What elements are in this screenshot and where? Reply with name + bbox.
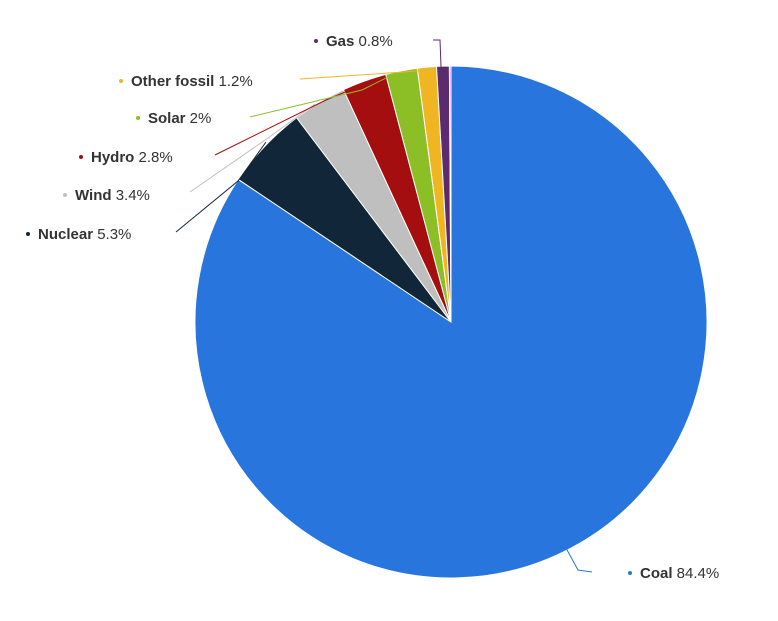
- label-nuclear: Nuclear 5.3%: [26, 226, 131, 243]
- label-name: Solar: [148, 110, 186, 127]
- connector-hydro: [214, 84, 363, 156]
- label-connectors: [175, 39, 593, 573]
- label-value: 0.8%: [354, 33, 392, 50]
- connector-other-fossil: [299, 69, 427, 80]
- label-name: Gas: [326, 33, 354, 50]
- label-name: Hydro: [91, 149, 134, 166]
- pie-slices: [194, 65, 708, 579]
- label-wind: Wind 3.4%: [63, 187, 150, 204]
- label-text: Wind 3.4%: [75, 187, 150, 204]
- label-value: 5.3%: [93, 226, 131, 243]
- connector-coal: [565, 547, 593, 573]
- legend-dot: [628, 571, 632, 575]
- label-text: Solar 2%: [148, 110, 211, 127]
- label-solar: Solar 2%: [136, 110, 211, 127]
- label-value: 3.4%: [112, 187, 150, 204]
- label-name: Wind: [75, 187, 112, 204]
- pie-slice-other[interactable]: [448, 65, 452, 323]
- label-name: Other fossil: [131, 73, 214, 90]
- label-text: Nuclear 5.3%: [38, 226, 131, 243]
- label-value: 84.4%: [673, 565, 720, 582]
- connector-nuclear: [175, 141, 267, 233]
- label-hydro: Hydro 2.8%: [79, 149, 173, 166]
- connector-solar: [249, 75, 391, 118]
- label-gas: Gas 0.8%: [314, 33, 393, 50]
- label-text: Coal 84.4%: [640, 565, 719, 582]
- label-value: 2%: [186, 110, 212, 127]
- slice-labels: Coal 84.4% Nuclear 5.3% Wind 3.4% Hydro 2.8…: [26, 33, 719, 582]
- label-coal: Coal 84.4%: [628, 565, 719, 582]
- connector-wind: [189, 103, 316, 193]
- connector-gas: [433, 39, 442, 68]
- legend-dot: [136, 116, 140, 120]
- label-text: Gas 0.8%: [326, 33, 393, 50]
- label-text: Other fossil 1.2%: [131, 73, 253, 90]
- legend-dot: [314, 39, 318, 43]
- label-name: Nuclear: [38, 226, 93, 243]
- label-other-fossil: Other fossil 1.2%: [119, 73, 253, 90]
- label-value: 1.2%: [214, 73, 252, 90]
- legend-dot: [79, 155, 83, 159]
- legend-dot: [26, 232, 30, 236]
- label-text: Hydro 2.8%: [91, 149, 173, 166]
- label-value: 2.8%: [134, 149, 172, 166]
- label-name: Coal: [640, 565, 673, 582]
- legend-dot: [119, 79, 123, 83]
- legend-dot: [63, 193, 67, 197]
